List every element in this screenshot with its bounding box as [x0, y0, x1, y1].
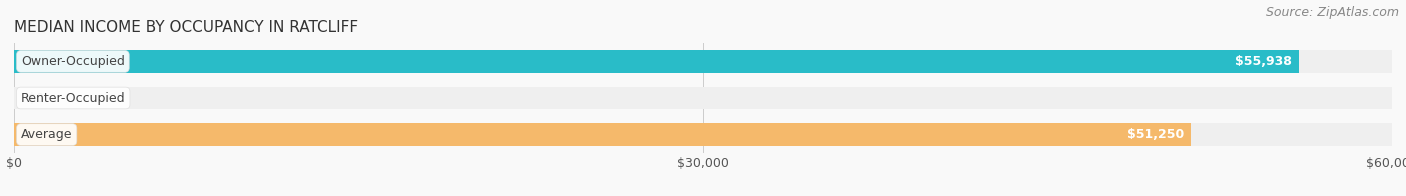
Text: Source: ZipAtlas.com: Source: ZipAtlas.com: [1265, 6, 1399, 19]
Text: $55,938: $55,938: [1234, 55, 1292, 68]
Text: $51,250: $51,250: [1126, 128, 1184, 141]
Bar: [14, 50, 1392, 73]
Bar: [14, 123, 1392, 146]
Text: MEDIAN INCOME BY OCCUPANCY IN RATCLIFF: MEDIAN INCOME BY OCCUPANCY IN RATCLIFF: [14, 20, 359, 35]
Bar: [14, 123, 1191, 146]
Bar: [14, 123, 1392, 146]
Bar: [14, 50, 1299, 73]
Bar: [14, 50, 1392, 73]
Text: Average: Average: [21, 128, 73, 141]
Text: Owner-Occupied: Owner-Occupied: [21, 55, 125, 68]
Bar: [14, 87, 1392, 109]
Text: Renter-Occupied: Renter-Occupied: [21, 92, 125, 104]
Bar: [14, 87, 1392, 109]
Text: $0: $0: [28, 92, 44, 104]
